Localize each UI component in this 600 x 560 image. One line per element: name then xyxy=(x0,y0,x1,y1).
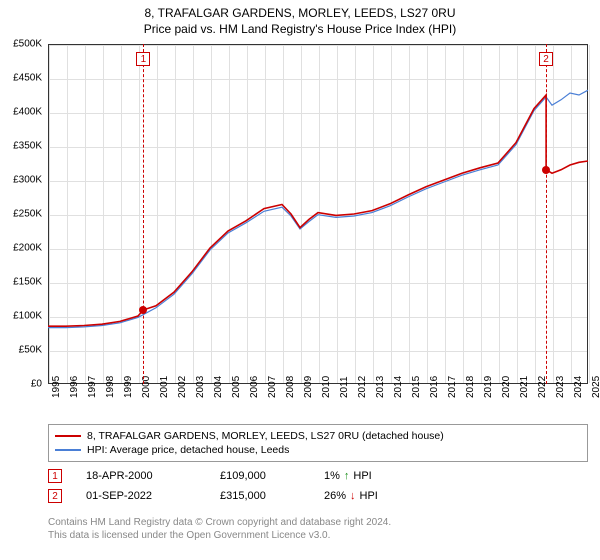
x-axis-label: 2009 xyxy=(303,376,314,398)
x-axis-label: 2016 xyxy=(429,376,440,398)
y-axis-label: £100K xyxy=(13,311,42,322)
y-axis-label: £50K xyxy=(19,345,42,356)
x-axis-label: 2008 xyxy=(285,376,296,398)
marker-box: 2 xyxy=(539,52,553,66)
pct-suffix: HPI xyxy=(360,490,378,502)
marker-dot xyxy=(542,166,550,174)
marker-table-price: £315,000 xyxy=(220,490,300,502)
x-axis-label: 1999 xyxy=(123,376,134,398)
legend-row: 8, TRAFALGAR GARDENS, MORLEY, LEEDS, LS2… xyxy=(55,429,581,443)
y-axis-label: £400K xyxy=(13,107,42,118)
x-axis-label: 2021 xyxy=(519,376,530,398)
marker-table-box: 2 xyxy=(48,489,62,503)
x-axis-label: 2004 xyxy=(213,376,224,398)
x-axis-label: 1997 xyxy=(87,376,98,398)
footer-line2: This data is licensed under the Open Gov… xyxy=(48,529,391,542)
y-axis-label: £450K xyxy=(13,73,42,84)
legend-label: HPI: Average price, detached house, Leed… xyxy=(87,444,289,456)
marker-table-row: 1 18-APR-2000 £109,000 1% ↑HPI xyxy=(48,466,588,486)
marker-box: 1 xyxy=(136,52,150,66)
arrow-down-icon: ↓ xyxy=(350,490,356,502)
x-axis-label: 2007 xyxy=(267,376,278,398)
x-axis-label: 2006 xyxy=(249,376,260,398)
series-line xyxy=(48,90,588,327)
x-axis-label: 2013 xyxy=(375,376,386,398)
footer-line1: Contains HM Land Registry data © Crown c… xyxy=(48,516,391,529)
footer: Contains HM Land Registry data © Crown c… xyxy=(48,516,391,542)
legend-swatch xyxy=(55,449,81,451)
x-axis-label: 2011 xyxy=(339,376,350,398)
y-axis-label: £300K xyxy=(13,175,42,186)
x-axis-label: 1998 xyxy=(105,376,116,398)
x-axis-label: 2018 xyxy=(465,376,476,398)
marker-dot xyxy=(139,306,147,314)
pct-suffix: HPI xyxy=(353,470,371,482)
marker-table-date: 18-APR-2000 xyxy=(86,470,196,482)
series-line xyxy=(48,95,588,326)
y-axis-label: £0 xyxy=(31,379,42,390)
marker-table-box: 1 xyxy=(48,469,62,483)
x-axis-label: 2005 xyxy=(231,376,242,398)
y-axis-label: £200K xyxy=(13,243,42,254)
marker-table-date: 01-SEP-2022 xyxy=(86,490,196,502)
title-address: 8, TRAFALGAR GARDENS, MORLEY, LEEDS, LS2… xyxy=(0,6,600,20)
marker-table-pct: 1% ↑HPI xyxy=(324,470,372,482)
gridline-v xyxy=(589,45,590,383)
y-axis-label: £250K xyxy=(13,209,42,220)
marker-table-pct: 26% ↓ HPI xyxy=(324,490,378,502)
x-axis-label: 2003 xyxy=(195,376,206,398)
x-axis-label: 2014 xyxy=(393,376,404,398)
vertical-marker-line xyxy=(546,44,547,384)
pct-value: 1% xyxy=(324,470,340,482)
x-axis-label: 2012 xyxy=(357,376,368,398)
marker-table-price: £109,000 xyxy=(220,470,300,482)
line-series-svg xyxy=(48,44,588,384)
title-subtitle: Price paid vs. HM Land Registry's House … xyxy=(0,22,600,36)
y-axis-label: £150K xyxy=(13,277,42,288)
pct-value: 26% xyxy=(324,490,346,502)
x-axis-label: 1996 xyxy=(69,376,80,398)
arrow-up-icon: ↑ xyxy=(344,470,350,482)
x-axis-label: 2017 xyxy=(447,376,458,398)
vertical-marker-line xyxy=(143,44,144,384)
x-axis-label: 1995 xyxy=(51,376,62,398)
title-block: 8, TRAFALGAR GARDENS, MORLEY, LEEDS, LS2… xyxy=(0,0,600,38)
y-axis-label: £350K xyxy=(13,141,42,152)
marker-table: 118-APR-2000£109,0001%↑HPI201-SEP-2022£3… xyxy=(48,466,588,506)
x-axis-label: 2025 xyxy=(591,376,600,398)
x-axis-label: 2010 xyxy=(321,376,332,398)
x-axis-label: 2020 xyxy=(501,376,512,398)
chart-container: 8, TRAFALGAR GARDENS, MORLEY, LEEDS, LS2… xyxy=(0,0,600,560)
x-axis-label: 2015 xyxy=(411,376,422,398)
x-axis-label: 2002 xyxy=(177,376,188,398)
x-axis-label: 2023 xyxy=(555,376,566,398)
legend-label: 8, TRAFALGAR GARDENS, MORLEY, LEEDS, LS2… xyxy=(87,430,444,442)
marker-table-row: 2 01-SEP-2022 £315,000 26% ↓ HPI xyxy=(48,486,588,506)
x-axis-label: 2001 xyxy=(159,376,170,398)
legend: 8, TRAFALGAR GARDENS, MORLEY, LEEDS, LS2… xyxy=(48,424,588,462)
chart-area: £0£50K£100K£150K£200K£250K£300K£350K£400… xyxy=(48,44,588,384)
legend-row: HPI: Average price, detached house, Leed… xyxy=(55,443,581,457)
y-axis-label: £500K xyxy=(13,39,42,50)
legend-swatch xyxy=(55,435,81,437)
x-axis-label: 2019 xyxy=(483,376,494,398)
x-axis-label: 2024 xyxy=(573,376,584,398)
